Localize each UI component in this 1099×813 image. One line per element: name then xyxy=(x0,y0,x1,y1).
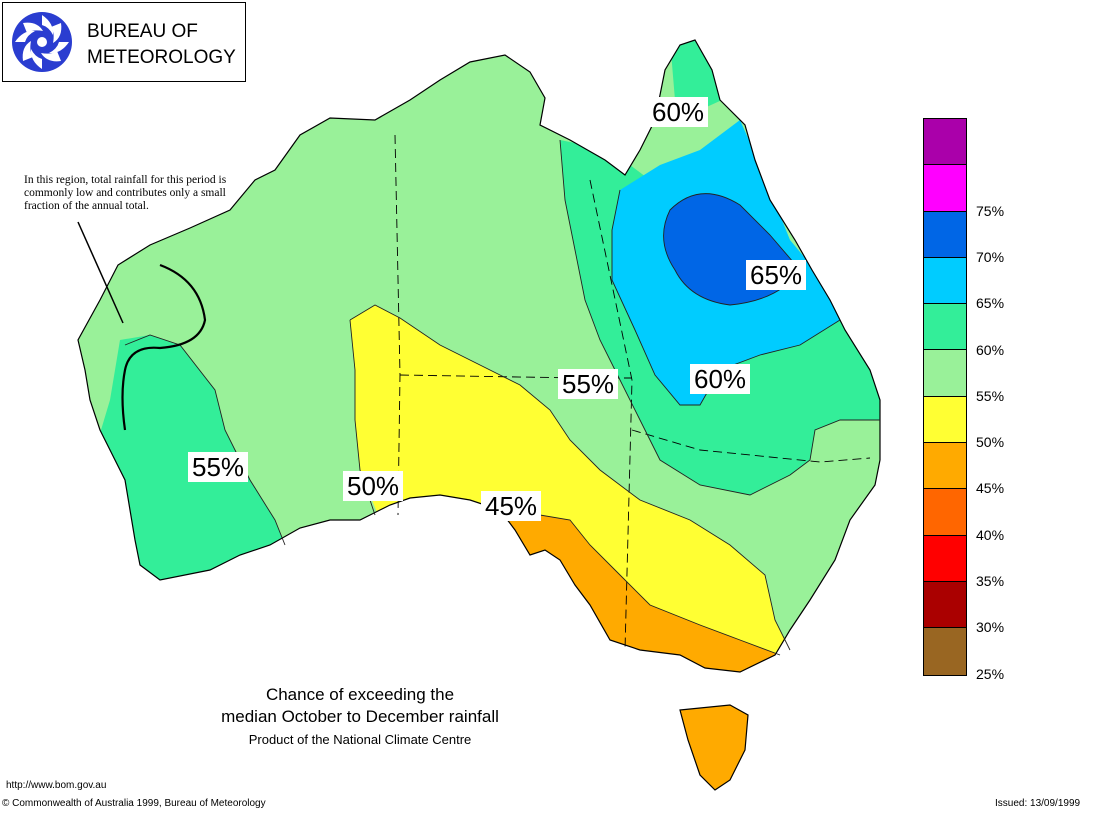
legend-swatch xyxy=(924,628,966,675)
caption-subtitle: Product of the National Climate Centre xyxy=(248,732,472,747)
legend-swatch xyxy=(924,443,966,490)
legend-colorbar xyxy=(923,118,967,676)
legend-label: 35% xyxy=(976,573,1005,589)
legend-label: 50% xyxy=(976,434,1005,451)
bom-swirl-icon xyxy=(12,12,72,72)
legend-label: 65% xyxy=(976,295,1005,312)
contour-label-qld-core: 65% xyxy=(746,260,807,290)
contour-label-nw: 60% xyxy=(648,97,709,127)
legend-swatch xyxy=(924,489,966,536)
footer-copyright: © Commonwealth of Australia 1999, Bureau… xyxy=(2,798,266,809)
caption-title-line1: Chance of exceeding the xyxy=(265,685,455,704)
legend-label: 25% xyxy=(976,665,1005,682)
legend-swatch xyxy=(924,165,966,212)
org-name: BUREAU OF METEOROLOGY xyxy=(87,19,236,71)
contour-label-south: 50% xyxy=(343,471,404,501)
contour-label-qld-mid: 60% xyxy=(690,364,751,394)
legend-swatch xyxy=(924,396,966,444)
legend-label: 30% xyxy=(976,619,1005,636)
map-caption: Chance of exceeding the median October t… xyxy=(190,684,530,750)
legend-swatch xyxy=(924,535,966,582)
org-name-line2: METEOROLOGY xyxy=(87,47,236,68)
contour-label-southwest: 55% xyxy=(188,452,249,482)
org-name-line1: BUREAU OF xyxy=(87,21,198,42)
legend-label: 75% xyxy=(976,202,1005,219)
legend-swatch xyxy=(924,257,966,305)
legend-swatch xyxy=(924,119,966,166)
legend-label: 45% xyxy=(976,480,1005,497)
legend-label: 55% xyxy=(976,387,1005,404)
legend-swatch xyxy=(924,350,966,397)
legend-label: 70% xyxy=(976,248,1005,265)
legend-label: 40% xyxy=(976,526,1005,543)
footer-url: http://www.bom.gov.au xyxy=(6,780,107,791)
legend-swatch xyxy=(924,581,966,629)
contour-label-central: 55% xyxy=(558,369,619,399)
legend-label: 60% xyxy=(976,341,1005,358)
legend-swatch xyxy=(924,211,966,258)
footer-issued: Issued: 13/09/1999 xyxy=(995,798,1081,809)
contour-label-southeast: 45% xyxy=(481,491,542,521)
legend-swatch xyxy=(924,304,966,351)
low-rainfall-note: In this region, total rainfall for this … xyxy=(24,174,227,212)
logo-box: BUREAU OF METEOROLOGY xyxy=(2,2,246,82)
caption-title-line2: median October to December rainfall xyxy=(221,707,499,726)
